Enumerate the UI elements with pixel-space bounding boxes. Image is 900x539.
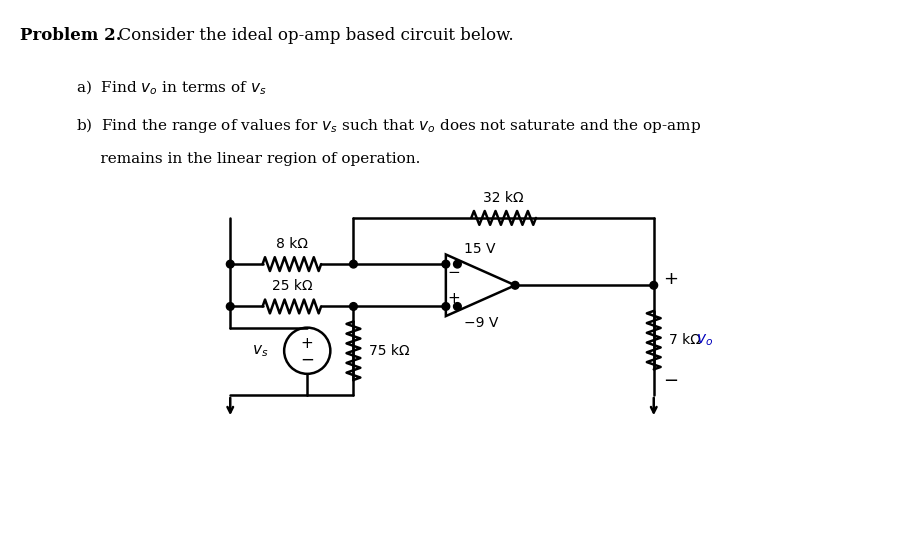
Circle shape <box>454 260 462 268</box>
Text: +: + <box>447 291 460 306</box>
Text: a)  Find $v_o$ in terms of $v_s$: a) Find $v_o$ in terms of $v_s$ <box>76 78 267 96</box>
Text: Consider the ideal op-amp based circuit below.: Consider the ideal op-amp based circuit … <box>108 27 514 44</box>
Text: $v_s$: $v_s$ <box>252 343 269 358</box>
Text: remains in the linear region of operation.: remains in the linear region of operatio… <box>76 152 421 166</box>
Text: −: − <box>447 265 460 280</box>
Text: 75 kΩ: 75 kΩ <box>369 344 410 358</box>
Text: −: − <box>301 351 314 369</box>
Text: 7 kΩ: 7 kΩ <box>670 333 701 347</box>
Circle shape <box>442 302 450 310</box>
Circle shape <box>227 302 234 310</box>
Text: +: + <box>663 270 679 288</box>
Circle shape <box>349 260 357 268</box>
Circle shape <box>650 281 658 289</box>
Text: b)  Find the range of values for $v_s$ such that $v_o$ does not saturate and the: b) Find the range of values for $v_s$ su… <box>76 116 702 135</box>
Text: $v_o$: $v_o$ <box>696 333 713 348</box>
Text: 32 kΩ: 32 kΩ <box>483 191 524 205</box>
Text: −: − <box>663 372 679 390</box>
Text: −9 V: −9 V <box>464 316 498 330</box>
Circle shape <box>349 302 357 310</box>
Circle shape <box>454 302 462 310</box>
Text: Problem 2.: Problem 2. <box>20 27 122 44</box>
Circle shape <box>227 260 234 268</box>
Circle shape <box>511 281 519 289</box>
Text: 25 kΩ: 25 kΩ <box>272 279 312 293</box>
Circle shape <box>442 260 450 268</box>
Text: 8 kΩ: 8 kΩ <box>275 237 308 251</box>
Text: +: + <box>301 336 313 350</box>
Text: 15 V: 15 V <box>464 243 495 257</box>
